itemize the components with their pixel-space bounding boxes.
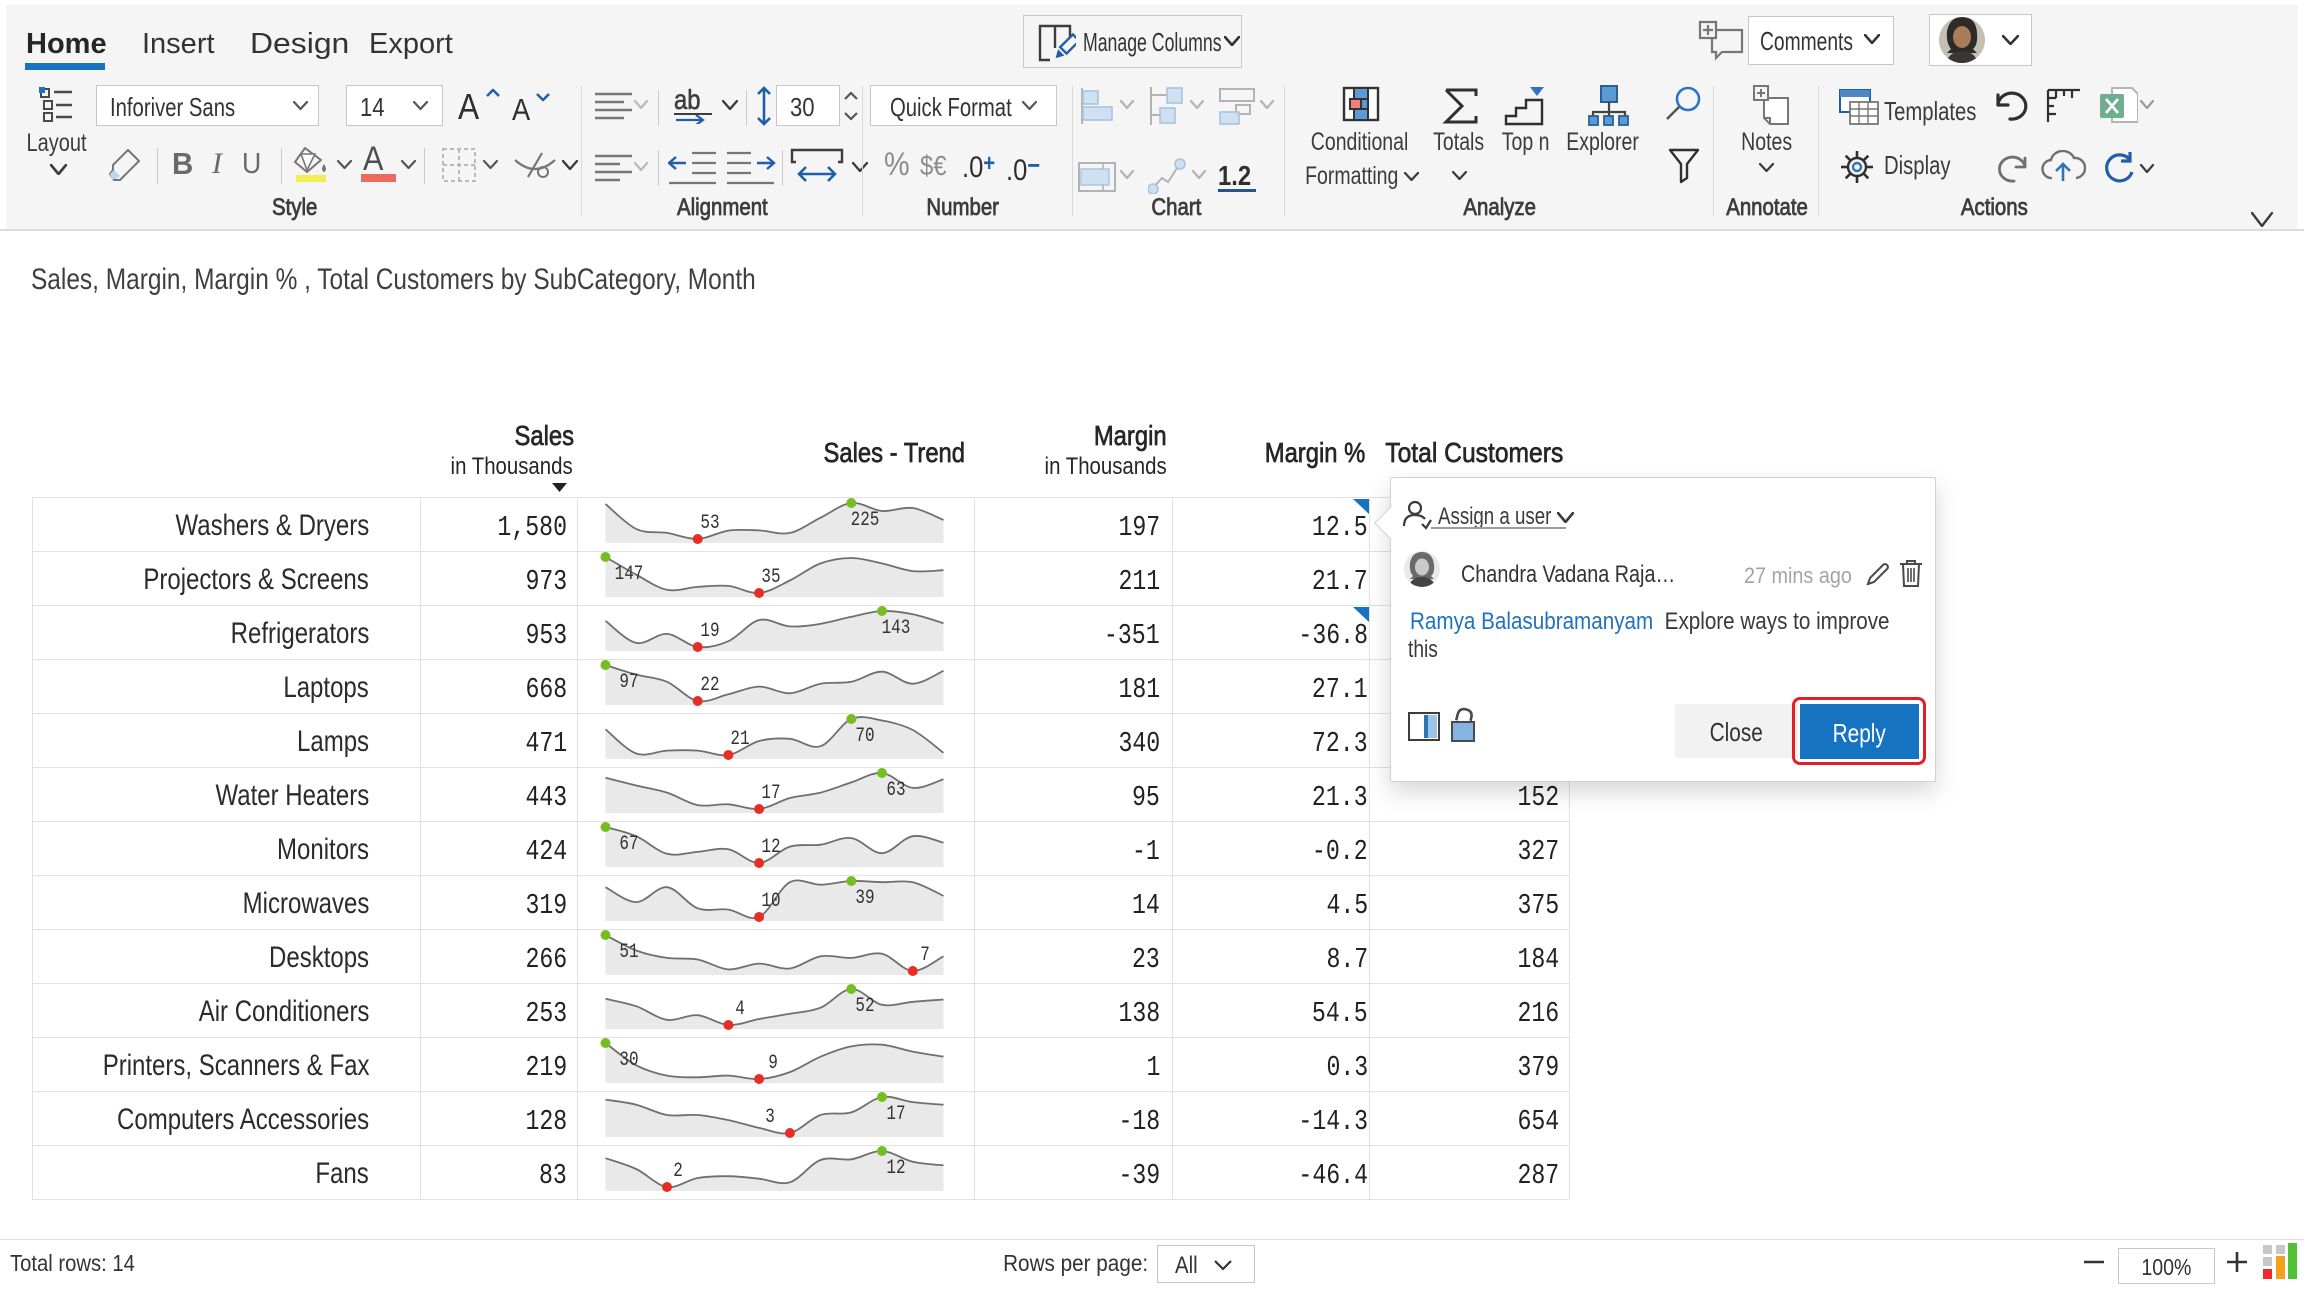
svg-text:2: 2 bbox=[673, 1161, 683, 1183]
svg-text:7: 7 bbox=[920, 945, 930, 967]
svg-text:147: 147 bbox=[615, 564, 644, 586]
svg-text:52: 52 bbox=[855, 996, 874, 1018]
svg-text:17: 17 bbox=[886, 1104, 905, 1126]
svg-text:225: 225 bbox=[851, 510, 880, 532]
svg-text:4: 4 bbox=[735, 999, 745, 1021]
svg-text:3: 3 bbox=[765, 1107, 775, 1129]
svg-text:143: 143 bbox=[882, 618, 911, 640]
svg-text:97: 97 bbox=[619, 672, 638, 694]
svg-text:70: 70 bbox=[855, 726, 874, 748]
svg-text:9: 9 bbox=[768, 1053, 778, 1075]
svg-text:21: 21 bbox=[730, 729, 749, 751]
svg-text:51: 51 bbox=[619, 942, 638, 964]
svg-text:10: 10 bbox=[761, 891, 780, 913]
svg-text:30: 30 bbox=[619, 1050, 638, 1072]
svg-text:12: 12 bbox=[761, 837, 780, 859]
svg-text:19: 19 bbox=[700, 621, 719, 643]
svg-text:63: 63 bbox=[886, 780, 905, 802]
svg-text:39: 39 bbox=[855, 888, 874, 910]
svg-text:35: 35 bbox=[761, 567, 780, 589]
svg-text:53: 53 bbox=[700, 513, 719, 535]
svg-text:22: 22 bbox=[700, 675, 719, 697]
svg-text:67: 67 bbox=[619, 834, 638, 856]
svg-text:17: 17 bbox=[761, 783, 780, 805]
svg-text:12: 12 bbox=[886, 1158, 905, 1180]
